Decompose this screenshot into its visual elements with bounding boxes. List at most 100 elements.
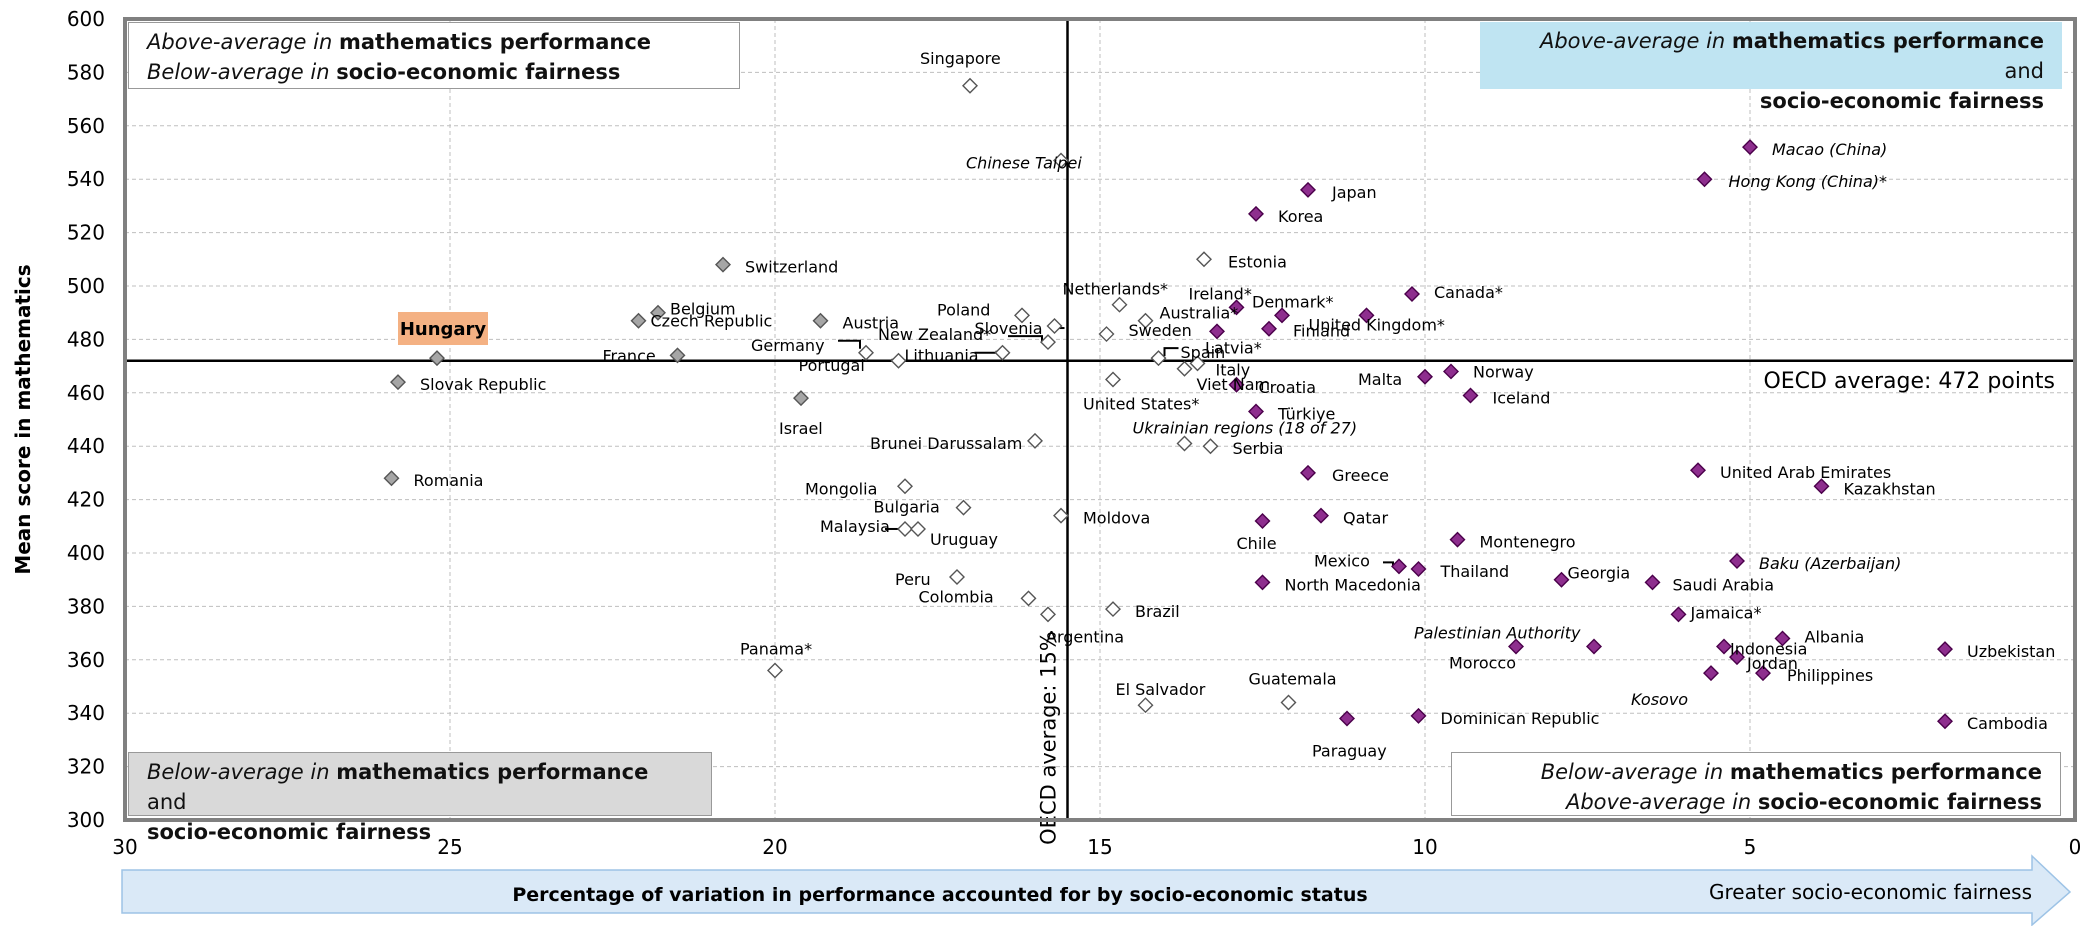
- label-korea: Korea: [1278, 207, 1323, 226]
- quadrant-tr-line1-rest: and: [2004, 59, 2044, 83]
- label-mexico: Mexico: [1314, 551, 1370, 570]
- label-brazil: Brazil: [1135, 602, 1180, 621]
- point-latvia: [1209, 323, 1225, 340]
- label-malaysia: Malaysia: [820, 517, 890, 536]
- y-tick-label: 420: [67, 488, 105, 512]
- label-dominican-republic: Dominican Republic: [1441, 709, 1600, 728]
- label-latvia: Latvia*: [1205, 338, 1262, 357]
- point-united-states: [1105, 371, 1121, 388]
- point-philippines: [1755, 665, 1771, 682]
- point-croatia: [1228, 376, 1245, 393]
- point-montenegro: [1449, 531, 1466, 548]
- quadrant-bl-line1-rest: and: [147, 790, 187, 814]
- leader-mexico: [1383, 561, 1394, 567]
- gridlines: [125, 19, 2075, 820]
- label-slovak-republic: Slovak Republic: [420, 375, 546, 394]
- leader-spain: [1163, 347, 1179, 357]
- point-peru: [949, 569, 965, 586]
- label-viet-nam: Viet Nam: [1197, 375, 1271, 394]
- point-north-macedonia: [1254, 574, 1271, 591]
- label-greece: Greece: [1332, 466, 1389, 485]
- label-netherlands: Netherlands*: [1063, 280, 1169, 299]
- y-tick-label: 520: [67, 221, 105, 245]
- label-italy: Italy: [1216, 360, 1251, 379]
- oecd-average-score-label: OECD average: 472 points: [1763, 369, 2055, 394]
- leader-germany: [838, 339, 861, 349]
- point-jordan: [1729, 649, 1745, 666]
- point-guatemala: [1280, 694, 1297, 711]
- label-hong-kong-china: Hong Kong (China)*: [1729, 172, 1887, 191]
- y-tick-label: 380: [67, 594, 105, 618]
- label-palestinian-authority: Palestinian Authority: [1414, 623, 1581, 642]
- label-ukrainian-regions-18-of-27: Ukrainian regions (18 of 27): [1133, 419, 1358, 438]
- label-north-macedonia: North Macedonia: [1285, 575, 1421, 594]
- point-singapore: [962, 77, 978, 94]
- label-georgia: Georgia: [1568, 564, 1631, 583]
- point-korea: [1248, 205, 1264, 222]
- reference-lines: OECD average: 472 points OECD average: 15…: [125, 19, 2075, 845]
- y-tick-label: 340: [67, 701, 105, 725]
- quadrant-box-top-left: Above-average in mathematics performance…: [128, 22, 740, 89]
- quadrant-box-bottom-left: Below-average in mathematics performance…: [128, 752, 712, 844]
- label-czech-republic: Czech Republic: [651, 312, 773, 331]
- point-netherlands: [1111, 296, 1128, 313]
- point-australia: [1137, 312, 1154, 329]
- point-dominican-republic: [1410, 707, 1427, 724]
- fairness-arrow-label: Greater socio-economic fairness: [1709, 880, 2032, 904]
- x-tick-label: 25: [437, 835, 462, 859]
- y-tick-label: 360: [67, 648, 105, 672]
- leader-new-zealand: [1008, 335, 1043, 343]
- y-axis-title: Mean score in mathematics: [11, 264, 35, 574]
- label-ireland: Ireland*: [1189, 284, 1252, 303]
- point-spain: [1150, 350, 1167, 367]
- point-brazil: [1105, 601, 1121, 618]
- point-romania: [383, 470, 400, 487]
- label-malta: Malta: [1358, 370, 1402, 389]
- label-mongolia: Mongolia: [805, 479, 877, 498]
- point-qatar: [1313, 507, 1329, 524]
- point-italy: [1189, 355, 1206, 372]
- label-argentina: Argentina: [1046, 627, 1124, 646]
- x-tick-label: 0: [2069, 835, 2080, 859]
- oecd-average-percent-label: OECD average: 15%: [1037, 631, 1061, 845]
- point-greece: [1300, 464, 1316, 481]
- point-el-salvador: [1137, 697, 1154, 714]
- point-hungary: [429, 350, 445, 367]
- label-united-arab-emirates: United Arab Emirates: [1720, 463, 1891, 482]
- y-tick-label: 460: [67, 381, 105, 405]
- point-macao-china: [1742, 139, 1758, 156]
- label-united-kingdom: United Kingdom*: [1309, 315, 1445, 334]
- point-israel: [793, 390, 809, 407]
- quadrant-bl-line2-bold: socio-economic fairness: [147, 820, 432, 844]
- point-colombia: [1020, 590, 1037, 607]
- label-germany: Germany: [751, 336, 825, 355]
- y-tick-label: 400: [67, 541, 105, 565]
- point-t-rkiye: [1248, 403, 1264, 420]
- point-indonesia: [1716, 638, 1732, 655]
- point-slovenia: [1046, 318, 1063, 335]
- x-tick-label: 5: [1744, 835, 1757, 859]
- label-kosovo: Kosovo: [1631, 690, 1688, 709]
- label-spain: Spain: [1181, 343, 1226, 362]
- point-uruguay: [910, 520, 926, 537]
- plot-frame: [123, 17, 2077, 822]
- quadrant-br-line2-italic: Above-average in: [1565, 790, 1758, 814]
- y-tick-label: 540: [67, 167, 105, 191]
- label-bulgaria: Bulgaria: [874, 498, 940, 517]
- quadrant-tr-line2-bold: socio-economic fairness: [1759, 89, 2044, 113]
- quadrant-br-line1-bold: mathematics performance: [1729, 760, 2042, 784]
- label-montenegro: Montenegro: [1480, 533, 1576, 552]
- label-sweden: Sweden: [1129, 321, 1192, 340]
- quadrant-br-line1-italic: Below-average in: [1540, 760, 1730, 784]
- label-portugal: Portugal: [799, 356, 865, 375]
- x-tick-label: 20: [762, 835, 787, 859]
- y-tick-label: 480: [67, 327, 105, 351]
- label-belgium: Belgium: [670, 300, 736, 319]
- label-france: France: [603, 346, 656, 365]
- point-malaysia: [897, 520, 913, 537]
- label-morocco: Morocco: [1449, 653, 1516, 672]
- point-panama: [767, 662, 783, 679]
- point-sweden: [1098, 326, 1115, 343]
